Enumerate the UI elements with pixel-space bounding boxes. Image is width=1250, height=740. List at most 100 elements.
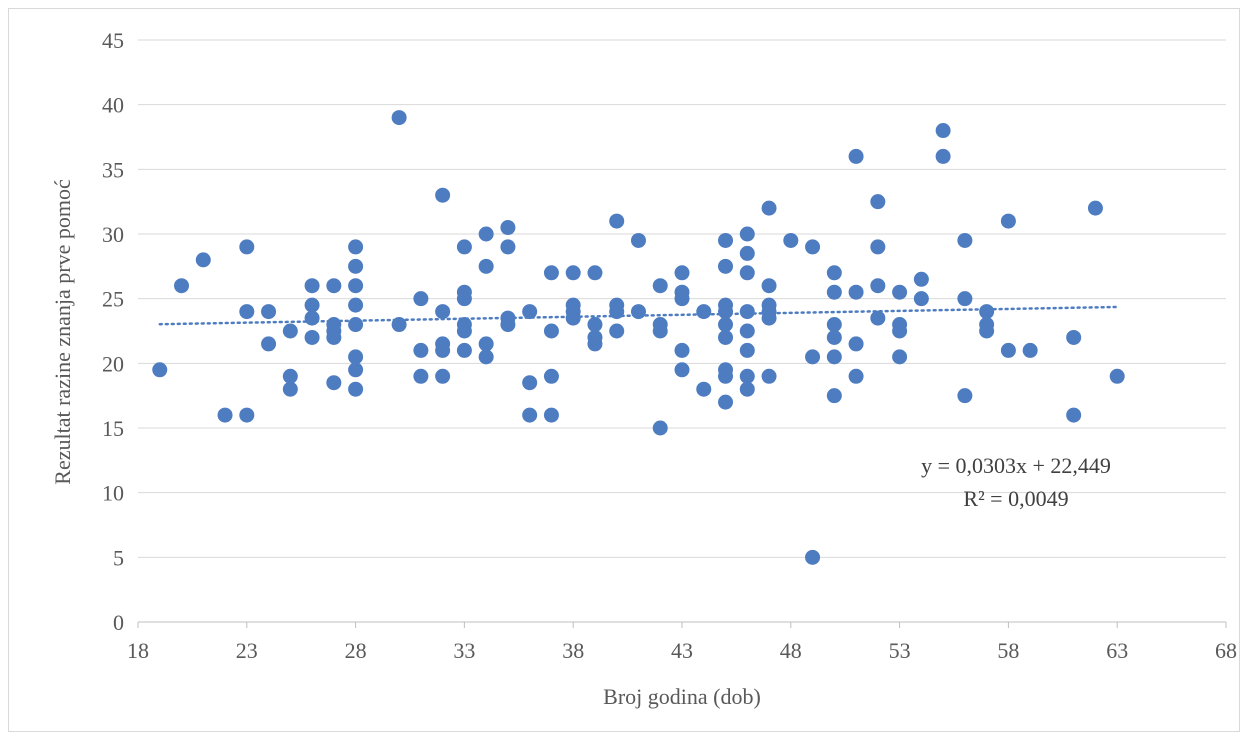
data-point-32 bbox=[413, 342, 429, 358]
data-point-6 bbox=[239, 407, 255, 423]
data-point-77 bbox=[652, 420, 668, 436]
data-point-115 bbox=[826, 329, 842, 345]
x-tick-label-23: 23 bbox=[236, 638, 258, 663]
data-point-93 bbox=[718, 394, 734, 410]
data-point-130 bbox=[913, 271, 929, 287]
data-point-64 bbox=[587, 265, 603, 281]
data-point-122 bbox=[870, 194, 886, 210]
data-point-107 bbox=[761, 368, 777, 384]
data-point-46 bbox=[478, 258, 494, 274]
data-point-19 bbox=[326, 329, 342, 345]
data-point-60 bbox=[565, 265, 581, 281]
data-point-125 bbox=[870, 310, 886, 326]
chart-frame bbox=[8, 8, 1240, 732]
data-point-63 bbox=[565, 310, 581, 326]
data-point-124 bbox=[870, 278, 886, 294]
data-point-84 bbox=[696, 381, 712, 397]
data-point-26 bbox=[348, 349, 364, 365]
y-axis-title: Rezultat razine znanja prve pomoć bbox=[50, 179, 75, 485]
data-point-44 bbox=[456, 342, 472, 358]
data-point-9 bbox=[282, 323, 298, 339]
data-point-80 bbox=[674, 291, 690, 307]
data-point-119 bbox=[848, 284, 864, 300]
data-point-92 bbox=[718, 368, 734, 384]
data-point-59 bbox=[543, 407, 559, 423]
data-point-58 bbox=[543, 368, 559, 384]
data-point-114 bbox=[826, 317, 842, 333]
data-point-103 bbox=[761, 278, 777, 294]
data-point-21 bbox=[348, 239, 364, 255]
data-point-135 bbox=[957, 291, 973, 307]
data-point-133 bbox=[935, 148, 951, 164]
data-point-10 bbox=[282, 368, 298, 384]
y-tick-label-15: 15 bbox=[102, 416, 124, 441]
data-point-126 bbox=[892, 284, 908, 300]
axes bbox=[137, 621, 1227, 628]
data-point-27 bbox=[348, 362, 364, 378]
data-point-78 bbox=[674, 265, 690, 281]
y-tick-label-25: 25 bbox=[102, 287, 124, 312]
y-tick-label-30: 30 bbox=[102, 222, 124, 247]
data-point-99 bbox=[739, 342, 755, 358]
data-point-47 bbox=[478, 336, 494, 352]
data-point-73 bbox=[630, 304, 646, 320]
data-point-12 bbox=[304, 278, 320, 294]
data-point-136 bbox=[957, 388, 973, 404]
data-point-118 bbox=[848, 148, 864, 164]
data-point-131 bbox=[913, 291, 929, 307]
data-point-71 bbox=[609, 323, 625, 339]
data-point-116 bbox=[826, 349, 842, 365]
data-point-109 bbox=[805, 239, 821, 255]
data-point-81 bbox=[674, 342, 690, 358]
data-point-141 bbox=[1000, 342, 1016, 358]
data-point-4 bbox=[239, 239, 255, 255]
data-point-102 bbox=[761, 200, 777, 216]
data-point-7 bbox=[261, 304, 277, 320]
data-point-52 bbox=[500, 317, 516, 333]
x-tick-label-68: 68 bbox=[1215, 638, 1237, 663]
data-point-34 bbox=[435, 187, 451, 203]
data-point-72 bbox=[630, 232, 646, 248]
y-tick-label-10: 10 bbox=[102, 481, 124, 506]
data-point-16 bbox=[326, 278, 342, 294]
data-point-45 bbox=[478, 226, 494, 242]
data-point-23 bbox=[348, 278, 364, 294]
data-point-15 bbox=[304, 329, 320, 345]
data-point-106 bbox=[761, 310, 777, 326]
data-point-50 bbox=[500, 239, 516, 255]
data-point-120 bbox=[848, 336, 864, 352]
y-tick-label-35: 35 bbox=[102, 157, 124, 182]
data-point-57 bbox=[543, 323, 559, 339]
data-point-101 bbox=[739, 381, 755, 397]
data-point-38 bbox=[435, 368, 451, 384]
data-point-39 bbox=[456, 239, 472, 255]
data-point-3 bbox=[217, 407, 233, 423]
data-point-2 bbox=[195, 252, 211, 268]
data-point-108 bbox=[783, 232, 799, 248]
y-tick-labels: 0 5 10 15 20 25 30 35 40 45 bbox=[102, 28, 124, 635]
x-tick-label-33: 33 bbox=[453, 638, 475, 663]
y-tick-label-45: 45 bbox=[102, 28, 124, 53]
data-point-144 bbox=[1066, 407, 1082, 423]
data-point-137 bbox=[979, 304, 995, 320]
data-point-113 bbox=[826, 284, 842, 300]
data-point-140 bbox=[1000, 213, 1016, 229]
data-point-100 bbox=[739, 368, 755, 384]
trendline-equation: y = 0,0303x + 22,449 bbox=[921, 453, 1111, 478]
data-point-37 bbox=[435, 342, 451, 358]
data-point-29 bbox=[391, 110, 407, 126]
data-point-0 bbox=[152, 362, 168, 378]
data-point-53 bbox=[522, 304, 538, 320]
data-point-5 bbox=[239, 304, 255, 320]
data-point-134 bbox=[957, 232, 973, 248]
data-point-28 bbox=[348, 381, 364, 397]
data-point-146 bbox=[1109, 368, 1125, 384]
data-point-94 bbox=[739, 226, 755, 242]
data-point-49 bbox=[500, 220, 516, 236]
data-point-68 bbox=[609, 213, 625, 229]
x-tick-label-53: 53 bbox=[889, 638, 911, 663]
data-point-86 bbox=[718, 258, 734, 274]
data-point-25 bbox=[348, 317, 364, 333]
x-tick-label-43: 43 bbox=[671, 638, 693, 663]
